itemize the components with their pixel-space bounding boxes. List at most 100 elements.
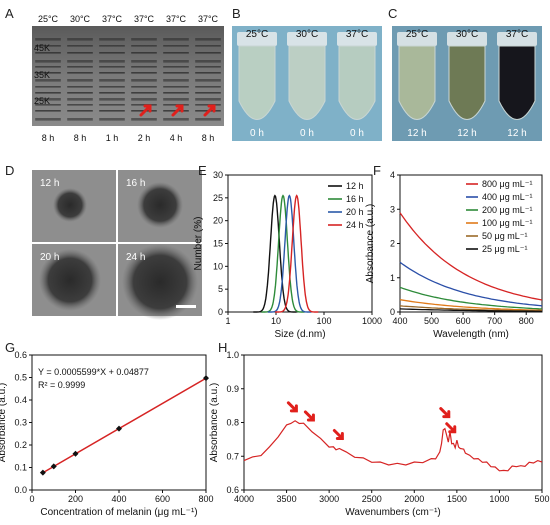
gel-band [99, 110, 125, 112]
series-line [399, 212, 543, 301]
gel-band [99, 52, 125, 54]
chart-absorbance-spectra: 400 500 600 700 800 0 1 2 3 4 Wavelength (nm) Absor… [365, 170, 543, 340]
x-tick-label: 3000 [319, 494, 339, 504]
legend-label: 100 μg mL⁻¹ [482, 218, 532, 228]
gel-band [99, 66, 125, 68]
fit-r-squared: R² = 0.9999 [38, 380, 85, 390]
tube [398, 45, 436, 120]
y-tick-label: 30 [213, 170, 223, 180]
y-tick-label: 25 [213, 193, 223, 203]
gel-band [99, 72, 125, 74]
legend-label: 50 μg mL⁻¹ [482, 231, 527, 241]
y-tick-label: 1.0 [226, 350, 239, 360]
fit-equation: Y = 0.0005599*X + 0.04877 [38, 367, 149, 377]
y-axis-title: Absorbance (a.u.) [365, 204, 376, 284]
tem-time-label: 24 h [126, 252, 145, 263]
chart-calibration: 0 200 400 600 800 0.0 0.1 0.2 0.3 0.4 0.5 0.6 Concen… [0, 350, 214, 518]
tube-photo-0h: 25°C 0 h 30°C 0 h 37°C 0 h [232, 26, 382, 141]
legend-label: 25 μg mL⁻¹ [482, 244, 527, 254]
gel-band [163, 45, 189, 47]
gel-band [195, 52, 221, 54]
gel-band [195, 60, 221, 63]
gel-band [131, 79, 157, 82]
tube-time-label: 0 h [250, 128, 264, 139]
x-tick-label: 400 [111, 494, 126, 504]
fit-line [42, 377, 207, 474]
gel-band [163, 92, 189, 94]
gel-lane-time: 1 h [106, 133, 119, 143]
gel-lane-temp: 25°C [38, 14, 59, 24]
panel-label-d: D [5, 163, 14, 178]
gel-band [131, 118, 157, 121]
gel-band [163, 60, 189, 63]
chart-ftir: 4000 3500 3000 2500 2000 1500 1000 500 0.6 0.7 0.8… [209, 350, 550, 518]
gel-band [35, 79, 61, 82]
legend-label: 400 μg mL⁻¹ [482, 192, 532, 202]
gel-band [67, 104, 93, 106]
gel-band [131, 52, 157, 54]
gel-band [131, 98, 157, 101]
gel-band [35, 38, 61, 41]
gel-band [131, 92, 157, 94]
legend-label: 24 h [346, 220, 364, 230]
gel-band [131, 38, 157, 41]
gel-marker-label: 25K [34, 96, 50, 106]
data-point [72, 450, 79, 457]
gel-band [35, 60, 61, 63]
x-tick-label: 700 [487, 316, 502, 326]
y-axis-title: Absorbance (a.u.) [209, 383, 220, 463]
tube-time-label: 0 h [300, 128, 314, 139]
gel-lane-temp: 37°C [198, 14, 219, 24]
gel-lane-temp: 37°C [102, 14, 123, 24]
gel-lane-time: 8 h [202, 133, 215, 143]
tube [288, 45, 326, 120]
x-tick-label: 600 [456, 316, 471, 326]
series-line [399, 308, 542, 312]
gel-band [67, 86, 93, 88]
legend-label: 16 h [346, 194, 364, 204]
gel-band [131, 66, 157, 68]
gel-band [99, 60, 125, 63]
y-tick-label: 0.6 [14, 350, 27, 360]
y-tick-label: 0.3 [14, 418, 27, 428]
gel-lane-time: 2 h [138, 133, 151, 143]
y-tick-label: 15 [213, 239, 223, 249]
data-point [39, 469, 46, 476]
data-point [116, 425, 122, 432]
gel-band [195, 104, 221, 106]
series-line [253, 194, 297, 313]
tube-temp-label: 30°C [296, 29, 318, 40]
gel-band [131, 72, 157, 74]
scale-bar [176, 305, 196, 308]
x-tick-label: 800 [519, 316, 534, 326]
x-tick-label: 100 [316, 316, 331, 326]
gel-band [67, 52, 93, 54]
gel-band [163, 38, 189, 41]
tube-cap [447, 32, 487, 46]
gel-band [35, 66, 61, 68]
gel-band [99, 86, 125, 88]
gel-band [99, 79, 125, 82]
tube-time-label: 12 h [407, 128, 426, 139]
series-line [399, 299, 543, 311]
gel-band [99, 92, 125, 94]
gel-band [99, 45, 125, 47]
gel-band [195, 79, 221, 82]
gel-band [67, 79, 93, 82]
gel-band [35, 104, 61, 106]
y-tick-label: 0.0 [14, 485, 27, 495]
gel-band [163, 79, 189, 82]
gel-band [131, 104, 157, 106]
gel-band [195, 98, 221, 101]
x-tick-label: 600 [155, 494, 170, 504]
panel-label-g: G [5, 340, 15, 355]
tube-cap [237, 32, 277, 46]
y-tick-label: 2 [390, 239, 395, 249]
gel-band [35, 86, 61, 88]
gel-band [163, 52, 189, 54]
x-tick-label: 10 [271, 316, 281, 326]
legend-label: 20 h [346, 207, 364, 217]
legend-label: 800 μg mL⁻¹ [482, 179, 532, 189]
tube-temp-label: 37°C [346, 29, 368, 40]
gel-band [35, 45, 61, 47]
